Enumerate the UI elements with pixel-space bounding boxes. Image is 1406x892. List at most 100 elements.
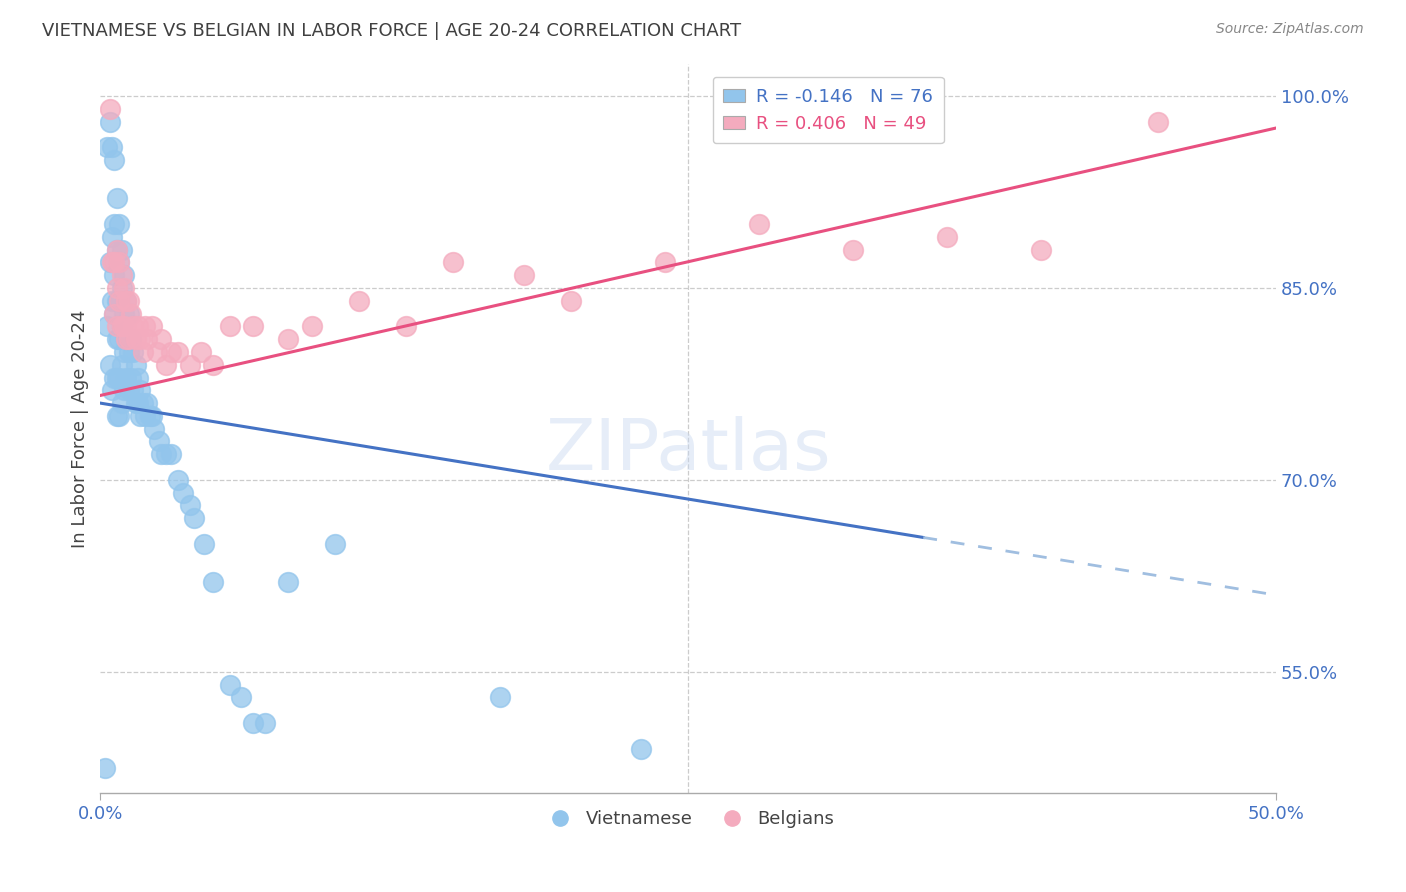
Point bbox=[112, 319, 135, 334]
Point bbox=[127, 370, 149, 384]
Point bbox=[127, 396, 149, 410]
Point bbox=[98, 255, 121, 269]
Point bbox=[124, 396, 146, 410]
Point bbox=[122, 384, 145, 398]
Point bbox=[141, 319, 163, 334]
Point bbox=[231, 690, 253, 705]
Point bbox=[105, 191, 128, 205]
Point bbox=[172, 485, 194, 500]
Point bbox=[277, 332, 299, 346]
Point bbox=[150, 447, 173, 461]
Point bbox=[117, 345, 139, 359]
Point bbox=[136, 396, 159, 410]
Point bbox=[167, 473, 190, 487]
Point bbox=[183, 511, 205, 525]
Text: Source: ZipAtlas.com: Source: ZipAtlas.com bbox=[1216, 22, 1364, 37]
Point bbox=[120, 332, 142, 346]
Point bbox=[179, 358, 201, 372]
Y-axis label: In Labor Force | Age 20-24: In Labor Force | Age 20-24 bbox=[72, 310, 89, 548]
Point bbox=[108, 255, 131, 269]
Point bbox=[108, 255, 131, 269]
Point bbox=[98, 102, 121, 116]
Point bbox=[134, 409, 156, 423]
Point bbox=[103, 255, 125, 269]
Point bbox=[190, 345, 212, 359]
Point bbox=[98, 114, 121, 128]
Point bbox=[160, 447, 183, 461]
Point bbox=[101, 384, 124, 398]
Point bbox=[115, 332, 138, 346]
Point bbox=[441, 255, 464, 269]
Point bbox=[105, 243, 128, 257]
Point bbox=[122, 345, 145, 359]
Point bbox=[117, 307, 139, 321]
Point bbox=[193, 537, 215, 551]
Point bbox=[179, 499, 201, 513]
Point bbox=[101, 293, 124, 308]
Point bbox=[935, 229, 957, 244]
Point bbox=[131, 345, 153, 359]
Point bbox=[94, 761, 117, 775]
Point bbox=[105, 281, 128, 295]
Point bbox=[277, 575, 299, 590]
Point bbox=[512, 268, 534, 282]
Point bbox=[110, 396, 132, 410]
Point bbox=[112, 281, 135, 295]
Point bbox=[105, 293, 128, 308]
Point bbox=[115, 293, 138, 308]
Point bbox=[301, 319, 323, 334]
Point bbox=[103, 153, 125, 167]
Point bbox=[131, 396, 153, 410]
Point bbox=[489, 690, 512, 705]
Point bbox=[108, 293, 131, 308]
Point bbox=[630, 741, 652, 756]
Point bbox=[108, 293, 131, 308]
Point bbox=[1029, 243, 1052, 257]
Point bbox=[202, 358, 225, 372]
Point bbox=[134, 319, 156, 334]
Point bbox=[122, 319, 145, 334]
Point bbox=[155, 447, 177, 461]
Point bbox=[101, 255, 124, 269]
Point bbox=[325, 537, 347, 551]
Point bbox=[120, 307, 142, 321]
Point bbox=[105, 370, 128, 384]
Point bbox=[103, 370, 125, 384]
Point bbox=[146, 345, 169, 359]
Point bbox=[110, 243, 132, 257]
Point bbox=[160, 345, 183, 359]
Point bbox=[347, 293, 370, 308]
Point bbox=[105, 409, 128, 423]
Point bbox=[110, 319, 132, 334]
Point bbox=[253, 716, 276, 731]
Point bbox=[110, 358, 132, 372]
Point bbox=[129, 332, 152, 346]
Point bbox=[105, 332, 128, 346]
Point bbox=[101, 229, 124, 244]
Point bbox=[167, 345, 190, 359]
Point bbox=[110, 281, 132, 295]
Point bbox=[98, 358, 121, 372]
Point bbox=[110, 319, 132, 334]
Point bbox=[202, 575, 225, 590]
Legend: Vietnamese, Belgians: Vietnamese, Belgians bbox=[534, 803, 841, 836]
Point bbox=[150, 332, 173, 346]
Point bbox=[108, 370, 131, 384]
Point bbox=[124, 358, 146, 372]
Point bbox=[218, 677, 240, 691]
Point bbox=[129, 384, 152, 398]
Point bbox=[108, 332, 131, 346]
Point bbox=[108, 217, 131, 231]
Point bbox=[112, 307, 135, 321]
Point bbox=[105, 319, 128, 334]
Point bbox=[155, 358, 177, 372]
Text: ZIPatlas: ZIPatlas bbox=[546, 416, 831, 485]
Point bbox=[105, 243, 128, 257]
Point bbox=[395, 319, 418, 334]
Point bbox=[110, 268, 132, 282]
Point bbox=[103, 307, 125, 321]
Point bbox=[127, 319, 149, 334]
Point bbox=[143, 422, 166, 436]
Point bbox=[654, 255, 676, 269]
Point bbox=[103, 217, 125, 231]
